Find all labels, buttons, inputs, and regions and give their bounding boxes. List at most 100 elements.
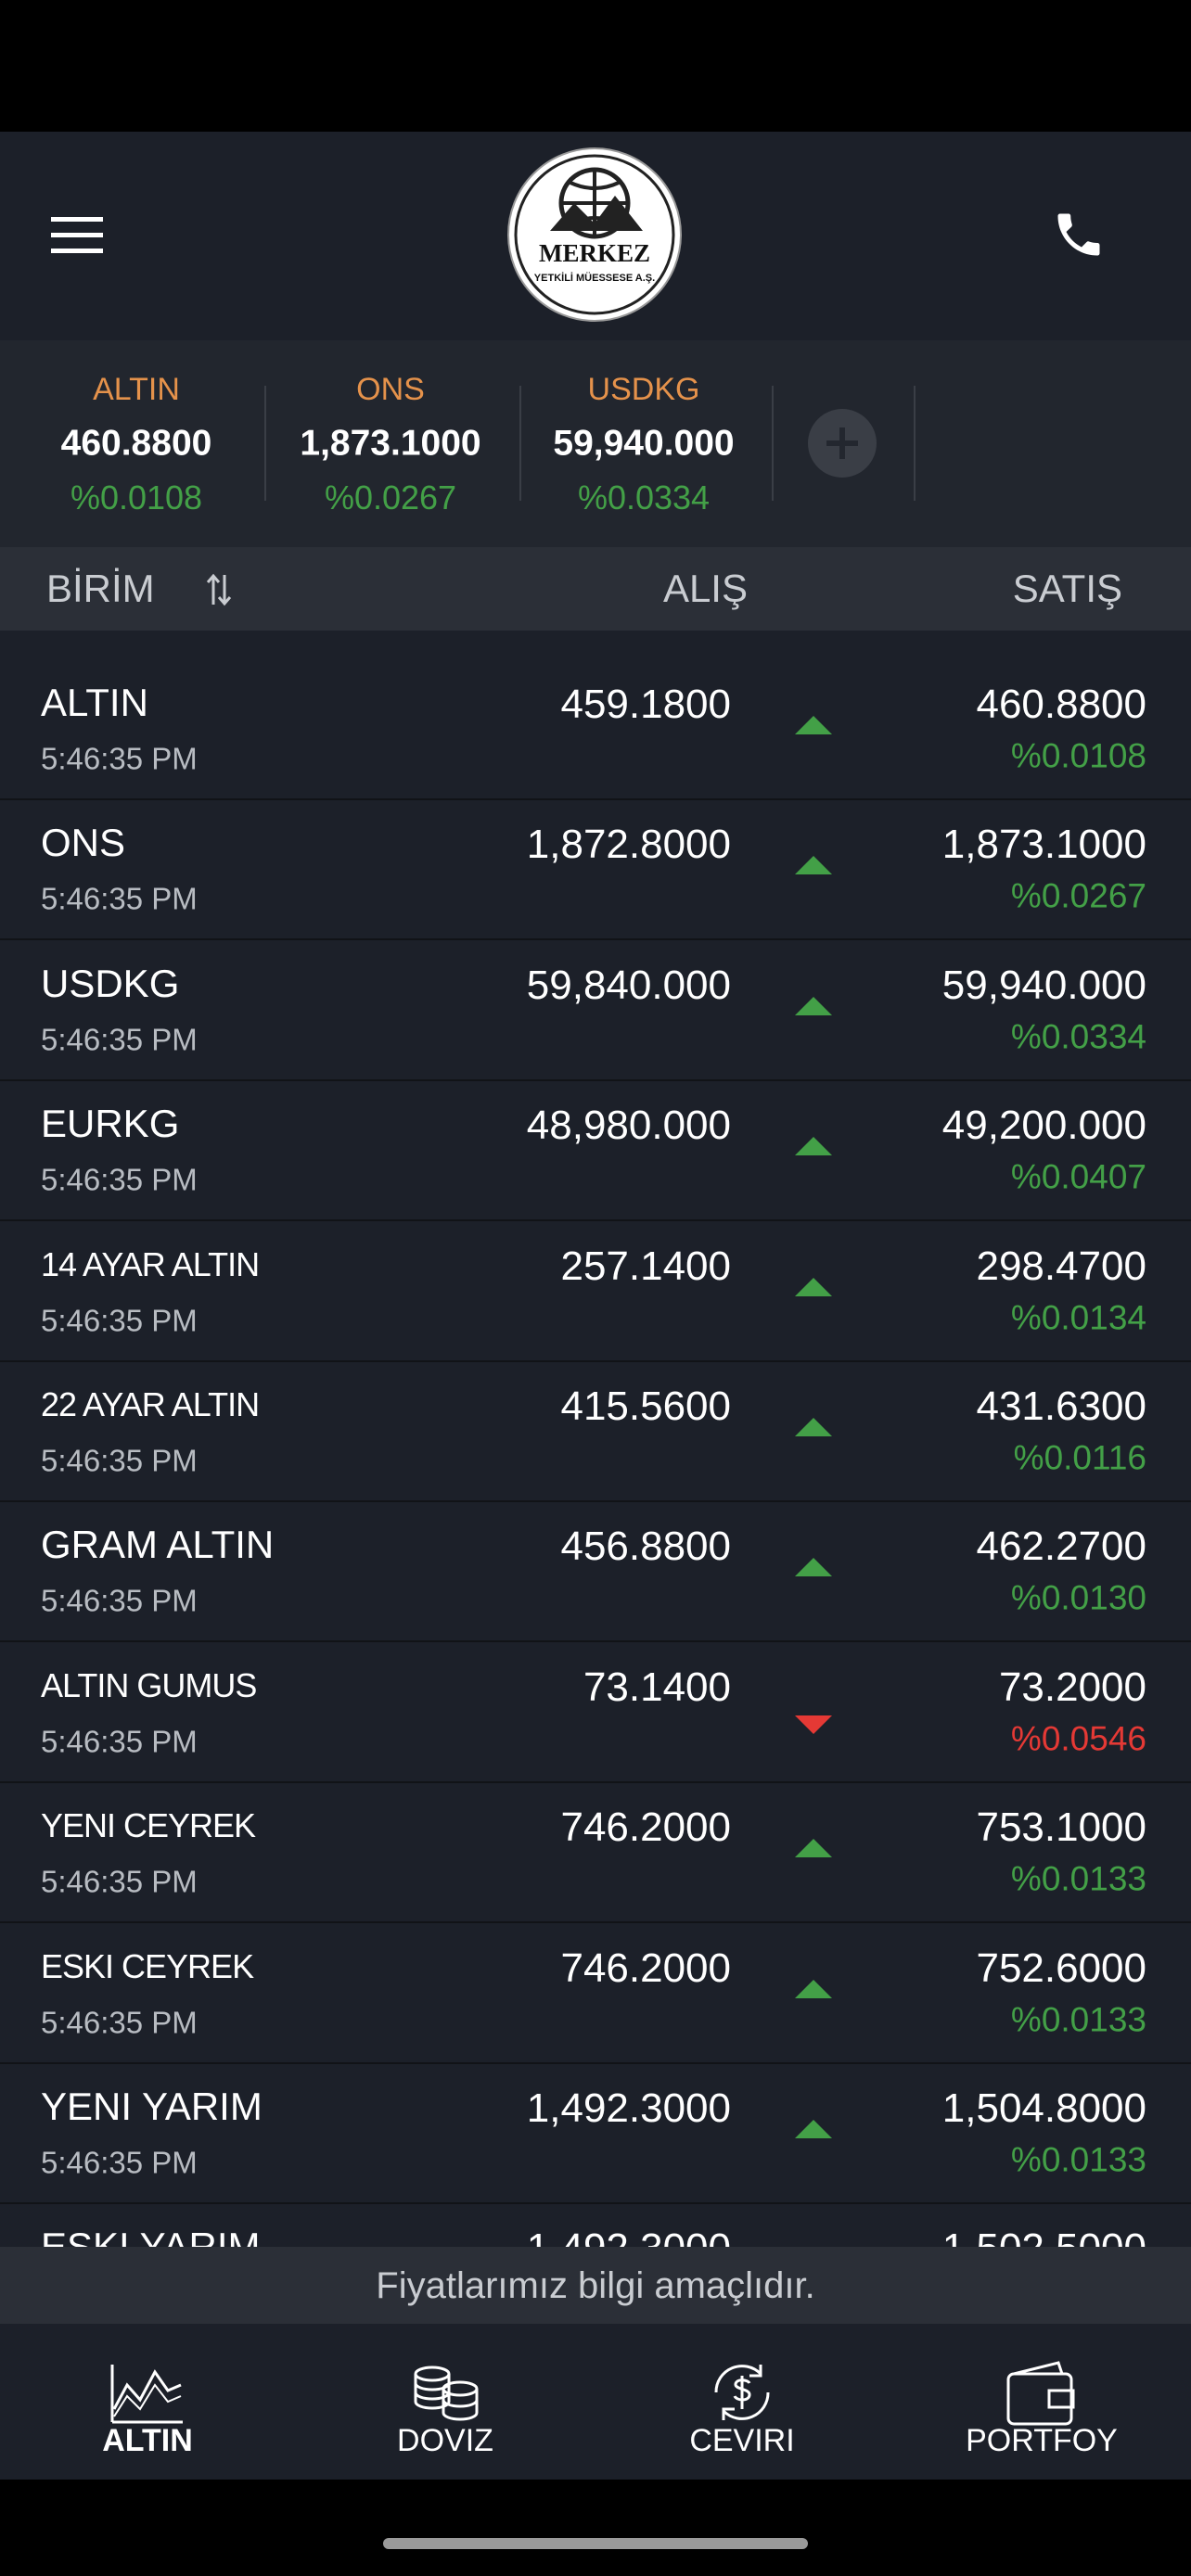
asset-name: YENI YARIM xyxy=(41,2085,263,2128)
arrow-up xyxy=(795,716,832,734)
arrow-up xyxy=(795,1839,832,1858)
change-percent: %0.0267 xyxy=(1010,876,1146,915)
price-row[interactable]: GRAM ALTIN 5:46:35 PM 456.8800 462.2700 %0.0… xyxy=(0,1500,1191,1643)
arrow-up xyxy=(795,1979,832,1998)
price-row[interactable]: YENI CEYREK 5:46:35 PM 746.2000 753.1000 %0.… xyxy=(0,1781,1191,1924)
tab-icon xyxy=(1003,2361,1081,2428)
update-time: 5:46:35 PM xyxy=(41,1022,198,1057)
add-button[interactable] xyxy=(808,409,877,478)
asset-name: 14 AYAR ALTIN xyxy=(41,1244,260,1283)
price-row[interactable]: ALTIN GUMUS 5:46:35 PM 73.1400 73.2000 %0.05… xyxy=(0,1641,1191,1783)
update-time: 5:46:35 PM xyxy=(41,741,198,776)
price-row[interactable]: ALTIN 5:46:35 PM 459.1800 460.8800 %0.0108 xyxy=(0,658,1191,800)
asset-name: ESKI YARIM xyxy=(41,2225,261,2247)
divider xyxy=(772,386,774,501)
price-row[interactable]: YENI YARIM 5:46:35 PM 1,492.3000 1,504.8000… xyxy=(0,2062,1191,2204)
arrow-up xyxy=(795,1137,832,1156)
sell-price: 752.6000 xyxy=(976,1945,1146,1991)
tab-icon xyxy=(703,2361,781,2428)
sell-price: 1,504.8000 xyxy=(941,2085,1146,2131)
price-row[interactable]: 14 AYAR ALTIN 5:46:35 PM 257.1400 298.4700%… xyxy=(0,1220,1191,1362)
arrow-up xyxy=(795,1418,832,1436)
change-percent: %0.0407 xyxy=(1010,1157,1146,1196)
disclaimer: Fiyatlarımız bilgi amaçlıdır. xyxy=(376,2265,815,2306)
buy-price: 73.1400 xyxy=(583,1664,731,1710)
buy-price: 1,492.3000 xyxy=(527,2228,731,2247)
tab[interactable]: DOVIZ xyxy=(306,2324,584,2480)
tab-bar: ALTIN DOVIZ CEVIRI PORTFOY xyxy=(0,2324,1191,2480)
asset-name: ALTIN GUMUS xyxy=(41,1665,257,1704)
tab[interactable]: ALTIN xyxy=(8,2324,287,2480)
change-percent: %0.0133 xyxy=(1010,2000,1146,2039)
sell-price: 49,200.000 xyxy=(941,1103,1146,1149)
buy-price: 456.8800 xyxy=(560,1524,731,1570)
logo-title: MERKEZ xyxy=(539,239,650,267)
divider xyxy=(519,386,521,501)
sell-price: 753.1000 xyxy=(976,1804,1146,1851)
asset-name: ESKI CEYREK xyxy=(41,1946,254,1985)
ticker-name: ALTIN xyxy=(93,372,180,407)
price-list: ALTIN 5:46:35 PM 459.1800 460.8800 %0.0108 ON… xyxy=(0,631,1191,2247)
update-time: 5:46:35 PM xyxy=(41,2005,198,2040)
tab-label: CEVIRI xyxy=(689,2423,795,2458)
ticker-change: %0.0108 xyxy=(70,478,203,516)
sell-price: 73.2000 xyxy=(998,1664,1146,1710)
buy-price: 746.2000 xyxy=(560,1804,731,1851)
price-row[interactable]: USDKG 5:46:35 PM 59,840.000 59,940.000 %0.03… xyxy=(0,939,1191,1081)
buy-price: 257.1400 xyxy=(560,1243,731,1289)
column-header: SATIŞ xyxy=(1012,567,1122,610)
tab[interactable]: PORTFOY xyxy=(903,2324,1181,2480)
change-percent: %0.0108 xyxy=(1010,736,1146,775)
update-time: 5:46:35 PM xyxy=(41,1864,198,1899)
buy-price: 459.1800 xyxy=(560,682,731,727)
sell-price: 1,873.1000 xyxy=(941,822,1146,868)
buy-price: 746.2000 xyxy=(560,1945,731,1991)
price-row[interactable]: ESKI CEYREK 5:46:35 PM 746.2000 752.6000 %0.… xyxy=(0,1922,1191,2064)
divider xyxy=(914,386,916,501)
asset-name: USDKG xyxy=(41,961,180,1005)
change-percent: %0.0133 xyxy=(1010,2140,1146,2179)
buy-price: 415.5600 xyxy=(560,1384,731,1429)
price-row[interactable]: EURKG 5:46:35 PM 48,980.000 49,200.000 %0.04… xyxy=(0,1079,1191,1222)
arrow-up xyxy=(795,856,832,875)
column-header: ALIŞ xyxy=(662,567,748,610)
price-row[interactable]: ESKI YARIM 1,492.3000 1,502.5000 xyxy=(0,2202,1191,2247)
column-header[interactable]: BİRİM xyxy=(46,567,155,610)
table-header: BİRİM ALIŞ SATIŞ xyxy=(0,547,1191,631)
price-row[interactable]: 22 AYAR ALTIN 5:46:35 PM 415.5600 431.6300%… xyxy=(0,1360,1191,1502)
asset-name: ALTIN xyxy=(41,681,148,724)
asset-name: YENI CEYREK xyxy=(41,1806,256,1845)
disclaimer-bar: Fiyatlarımız bilgi amaçlıdır. xyxy=(0,2247,1191,2324)
change-percent: %0.0116 xyxy=(1013,1438,1146,1477)
update-time: 5:46:35 PM xyxy=(41,881,198,916)
update-time: 5:46:35 PM xyxy=(41,1724,198,1759)
ticker-value: 59,940.000 xyxy=(553,423,735,464)
phone-button[interactable] xyxy=(1051,206,1107,263)
sell-price: 1,502.5000 xyxy=(942,2228,1146,2247)
sell-price: 298.4700 xyxy=(976,1243,1146,1289)
tab[interactable]: CEVIRI xyxy=(603,2324,881,2480)
change-percent: %0.0546 xyxy=(1010,1719,1146,1758)
tab-label: DOVIZ xyxy=(397,2423,493,2458)
buy-price: 1,492.3000 xyxy=(526,2085,731,2131)
sort-icon[interactable] xyxy=(206,573,232,606)
header: MERKEZ YETKİLİ MÜESSESE A.Ş. xyxy=(0,132,1191,340)
price-row[interactable]: ONS 5:46:35 PM 1,872.8000 1,873.1000 %0.0267 xyxy=(0,798,1191,941)
ticker-name: ONS xyxy=(356,372,425,407)
update-time: 5:46:35 PM xyxy=(41,1443,198,1478)
arrow-up xyxy=(795,2120,832,2138)
change-percent: %0.0134 xyxy=(1010,1298,1146,1337)
tab-icon xyxy=(109,2361,186,2428)
ticker-name: USDKG xyxy=(587,372,700,407)
tab-label: ALTIN xyxy=(102,2423,193,2458)
menu-button[interactable] xyxy=(51,215,103,256)
arrow-down xyxy=(795,1715,832,1734)
home-indicator xyxy=(383,2538,808,2549)
buy-price: 48,980.000 xyxy=(526,1103,731,1149)
buy-price: 1,872.8000 xyxy=(526,822,731,868)
arrow-up xyxy=(795,996,832,1015)
change-percent: %0.0130 xyxy=(1010,1578,1146,1617)
ticker-strip: ALTIN 460.8800 %0.0108 ONS 1,873.1000 %0.0267… xyxy=(0,340,1191,547)
buy-price: 59,840.000 xyxy=(526,962,731,1008)
